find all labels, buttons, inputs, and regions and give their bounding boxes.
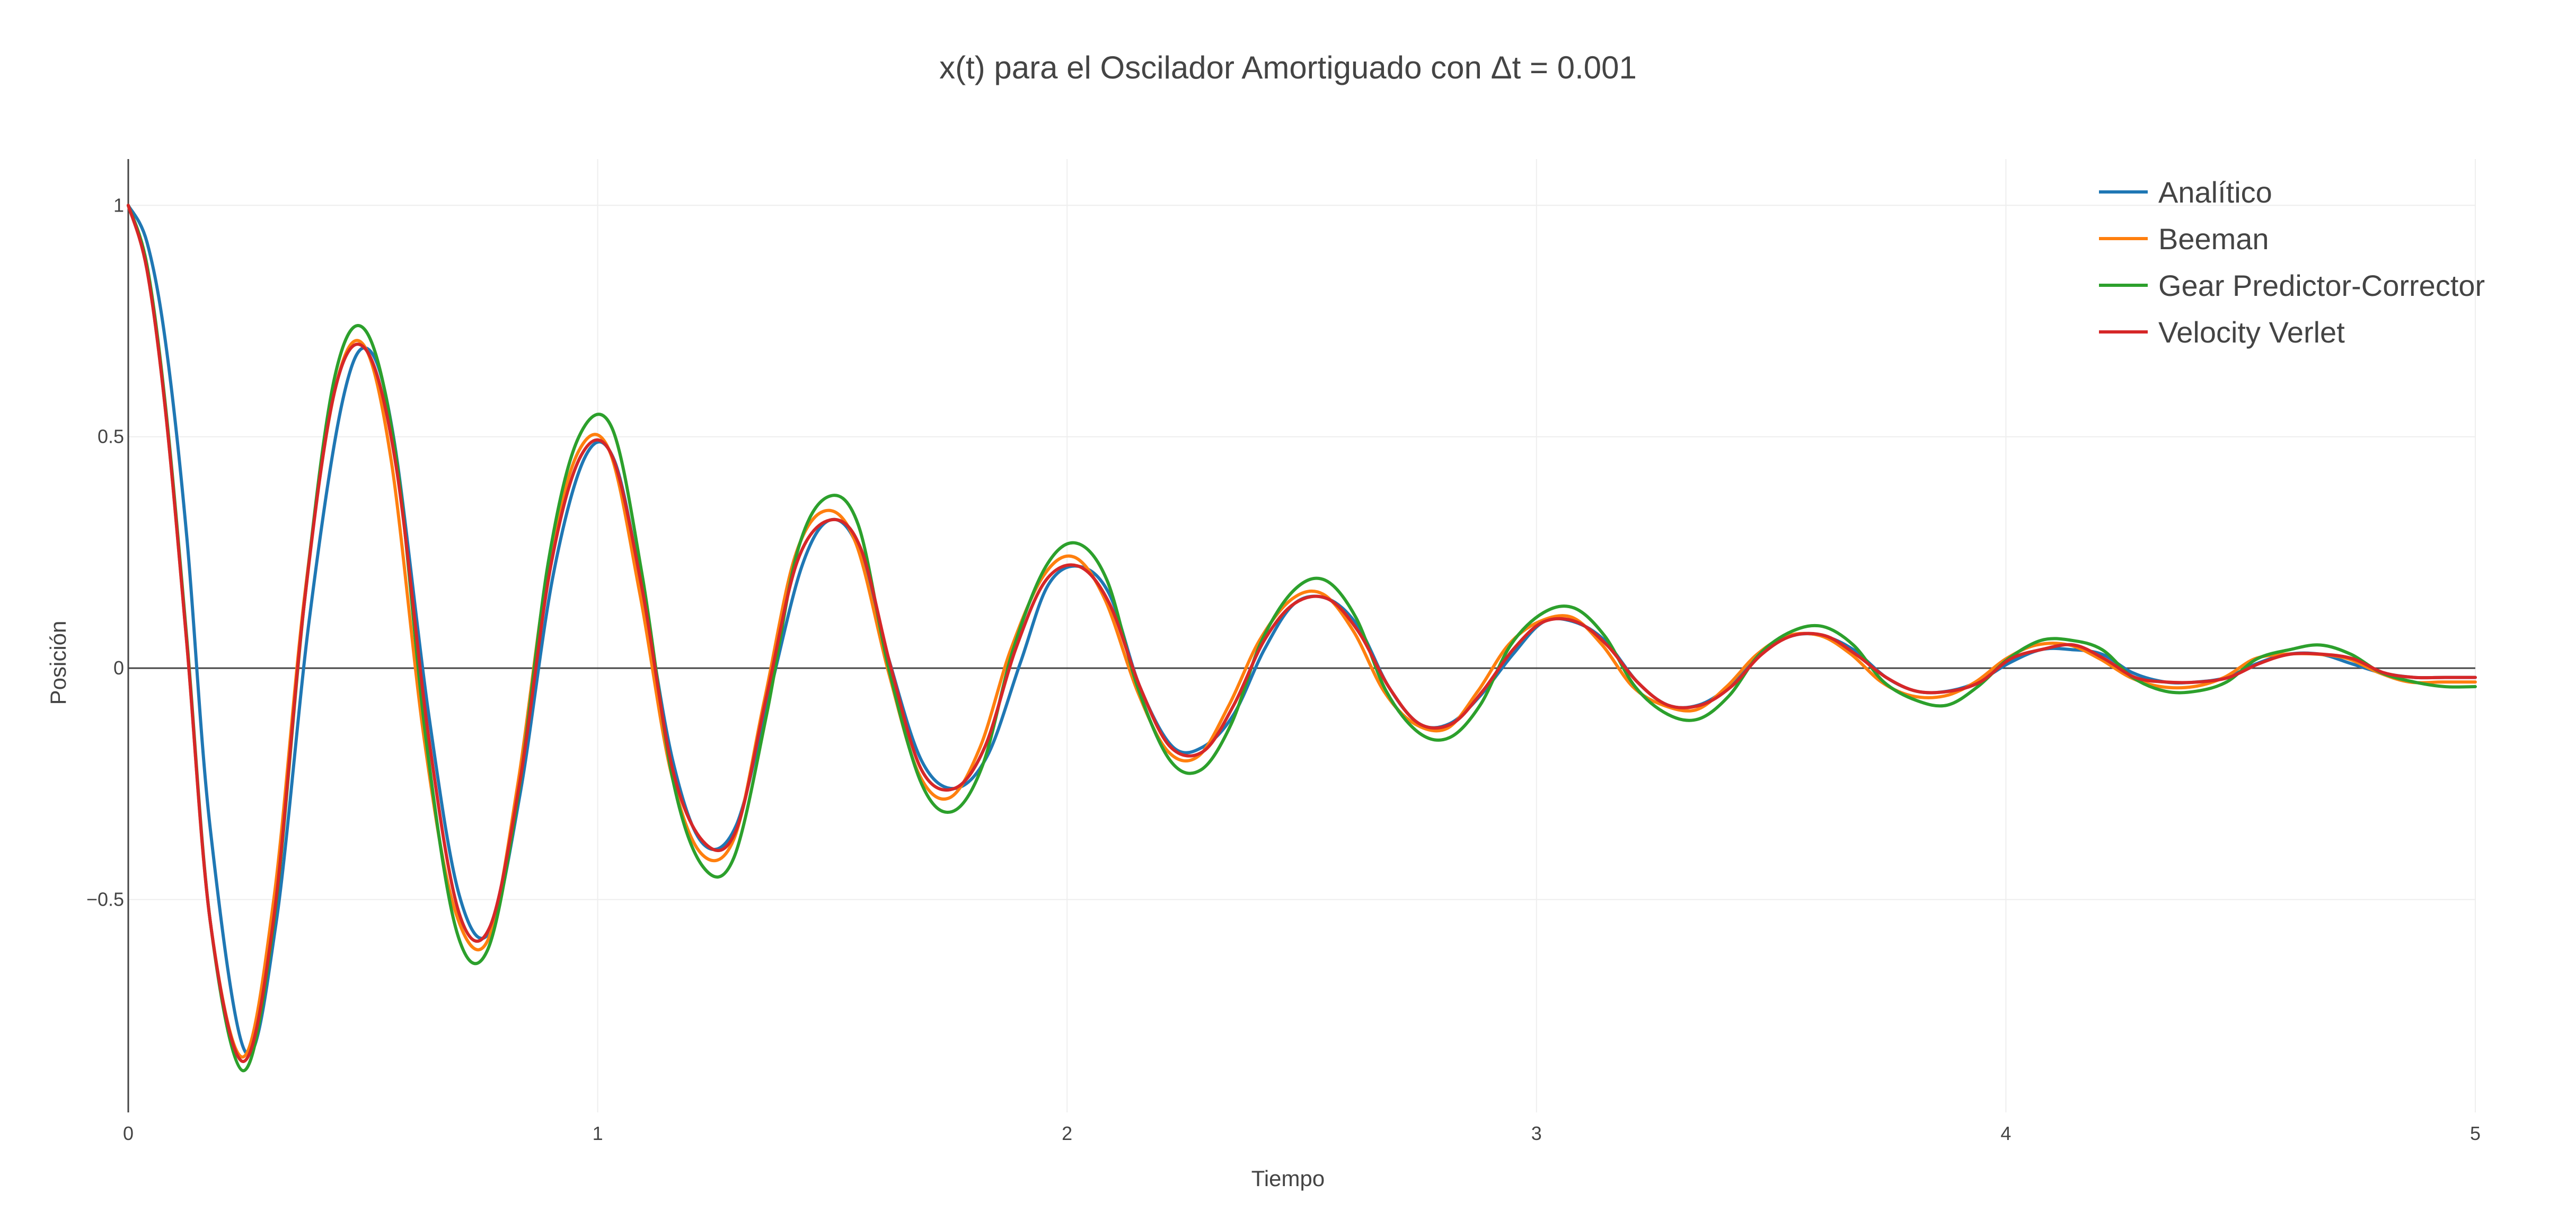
legend-item-gear-predictor-corrector[interactable]: Gear Predictor-Corrector	[2099, 269, 2485, 302]
x-tick-label: 2	[1062, 1122, 1072, 1144]
series-line-beeman	[127, 204, 2477, 1059]
y-tick-label: 0.5	[98, 426, 124, 448]
y-tick-label: 1	[113, 194, 124, 216]
legend[interactable]: Analítico Beeman Gear Predictor-Corrector V…	[2099, 176, 2485, 349]
y-tick-label: −0.5	[86, 889, 124, 910]
legend-label: Analítico	[2158, 176, 2272, 209]
legend-label: Beeman	[2158, 222, 2269, 256]
legend-label: Gear Predictor-Corrector	[2158, 269, 2485, 302]
series-layer	[127, 204, 2477, 1073]
grid-layer	[128, 159, 2476, 1112]
chart-title: x(t) para el Oscilador Amortiguado con Δ…	[939, 50, 1637, 85]
x-axis-title: Tiempo	[1251, 1166, 1325, 1191]
x-tick-label: 1	[593, 1122, 603, 1144]
legend-item-velocity-verlet[interactable]: Velocity Verlet	[2099, 315, 2345, 349]
legend-label: Velocity Verlet	[2158, 315, 2345, 349]
x-tick-label: 5	[2470, 1122, 2481, 1144]
axes-layer	[127, 159, 2475, 1112]
x-tick-label: 0	[123, 1122, 134, 1144]
y-tick-label: 0	[113, 657, 124, 679]
series-line-velocity-verlet	[127, 204, 2477, 1063]
x-tick-label: 3	[1531, 1122, 1542, 1144]
legend-item-anal-tico[interactable]: Analítico	[2099, 176, 2272, 209]
tick-label-layer: 0 1 2 3 4 5 1 0.5 0 −0.5	[86, 194, 2481, 1144]
x-tick-label: 4	[2000, 1122, 2011, 1144]
y-axis-title: Posición	[46, 621, 70, 705]
legend-item-beeman[interactable]: Beeman	[2099, 222, 2269, 256]
